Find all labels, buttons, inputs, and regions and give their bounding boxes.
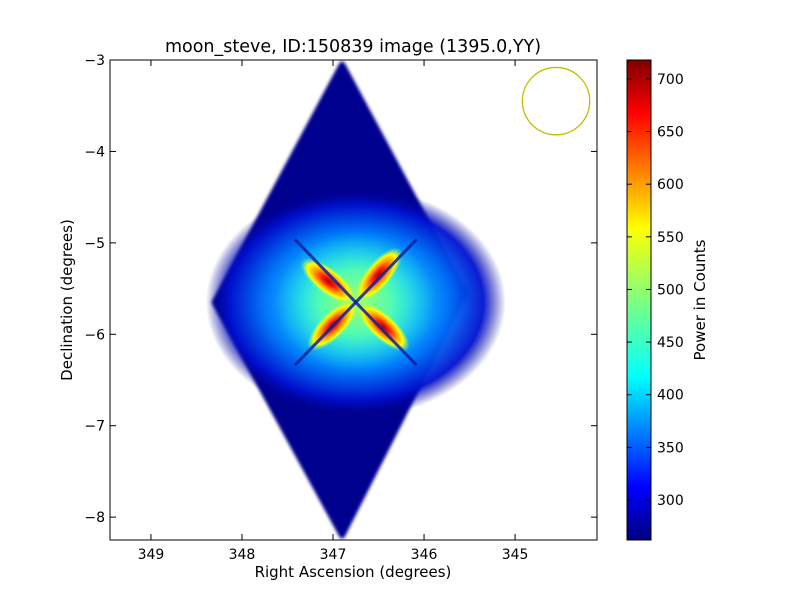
y-axis: −3 −4 −5 −6 −7 −8 [84, 53, 597, 526]
y-tick-label: −3 [84, 53, 105, 69]
heatmap-image [205, 61, 591, 539]
y-tick-label: −5 [84, 236, 105, 252]
x-axis-label: Right Ascension (degrees) [255, 563, 452, 581]
x-tick-label: 346 [411, 547, 438, 563]
colorbar-tick-label: 300 [657, 493, 684, 509]
axes-frame [109, 59, 598, 541]
null-arm-2 [354, 300, 418, 366]
colorbar-tick-label: 650 [657, 125, 684, 141]
null-arm-4 [354, 238, 418, 304]
y-tick-label: −4 [84, 144, 105, 160]
colorbar-tick-label: 550 [657, 230, 684, 246]
colorbar-label: Power in Counts [691, 239, 709, 360]
y-axis-label: Declination (degrees) [58, 219, 76, 381]
colorbar-tick-label: 450 [657, 335, 684, 351]
y-tick-label: −7 [84, 419, 105, 435]
colorbar-tick-label: 600 [657, 177, 684, 193]
x-axis: 349 348 347 346 345 [138, 60, 529, 563]
source-lobe-2 [354, 247, 403, 303]
colorbar-tick-label: 400 [657, 388, 684, 404]
x-tick-label: 349 [138, 547, 165, 563]
chart-title: moon_steve, ID:150839 image (1395.0,YY) [165, 37, 541, 57]
x-tick-label: 347 [320, 547, 347, 563]
colorbar-gradient [626, 59, 652, 541]
colorbar-ticks: 300 350 400 450 500 550 600 650 700 [627, 72, 684, 509]
colorbar: 300 350 400 450 500 550 600 650 700 Power in Cou… [626, 59, 709, 541]
null-arm-3 [294, 300, 358, 366]
null-arm-1 [294, 238, 358, 304]
colorbar-tick-label: 700 [657, 72, 684, 88]
y-tick-label: −6 [84, 327, 105, 343]
x-tick-label: 348 [229, 547, 256, 563]
y-tick-label: −8 [84, 510, 105, 526]
colorbar-tick-label: 350 [657, 440, 684, 456]
beam-circle [521, 66, 591, 136]
source-lobe-1 [300, 258, 357, 305]
colorbar-tick-label: 500 [657, 282, 684, 298]
x-tick-label: 345 [502, 547, 529, 563]
